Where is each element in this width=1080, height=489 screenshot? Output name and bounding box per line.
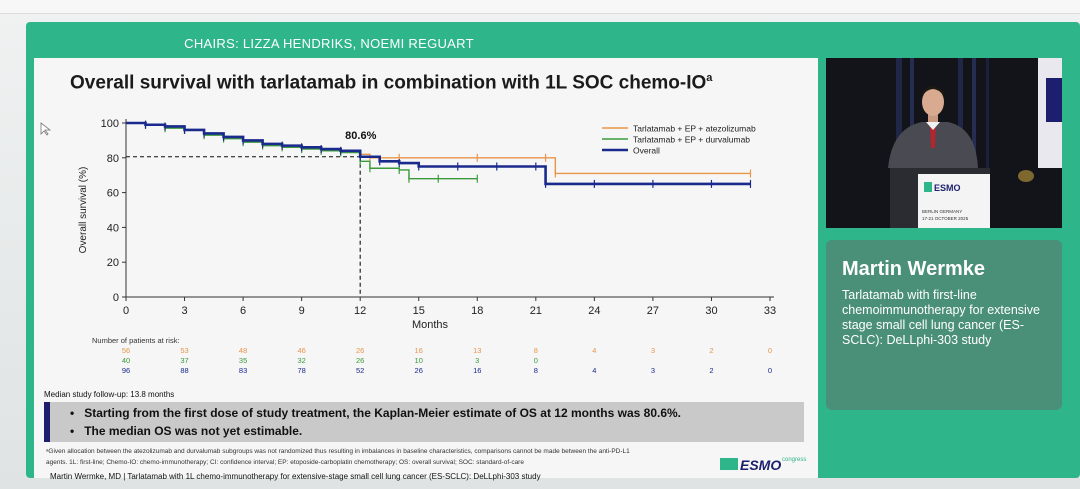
talk-title: Tarlatamab with first-line chemoimmunoth…	[842, 288, 1041, 347]
at-risk-row: 40 37 35 32 26 10 3 0	[34, 356, 818, 366]
podium-location: BERLIN GERMANY	[922, 209, 962, 214]
legend-label: Tarlatamab + EP + durvalumab	[633, 135, 750, 145]
at-risk-value: 48	[238, 346, 248, 355]
slide-title: Overall survival with tarlatamab in comb…	[70, 72, 712, 94]
y-tick-label: 40	[107, 222, 119, 234]
x-tick-label: 30	[705, 305, 717, 317]
y-tick-label: 100	[101, 118, 119, 130]
podium-dates: 17-21 OCTOBER 2025	[922, 216, 969, 221]
key-findings-box: • Starting from the first dose of study …	[44, 402, 804, 442]
at-risk-value: 96	[121, 366, 131, 375]
at-risk-value: 32	[297, 356, 306, 365]
slide-footer: Martin Wermke, MD | Tarlatamab with 1L c…	[50, 472, 541, 481]
at-risk-row: 56 53 48 46 26 16 13 8 4 3 2 0	[34, 346, 818, 356]
speaker-video-frame: ESMO BERLIN GERMANY 17-21 OCTOBER 2025	[826, 58, 1062, 228]
at-risk-value: 3	[475, 356, 480, 365]
esmo-congress-logo: ESMO congress	[720, 457, 806, 473]
legend-label: Overall	[633, 146, 660, 156]
at-risk-value: 3	[650, 346, 655, 355]
browser-tab-strip[interactable]	[0, 0, 1080, 14]
at-risk-value: 2	[709, 346, 714, 355]
at-risk-title: Number of patients at risk:	[92, 336, 180, 345]
at-risk-value: 53	[180, 346, 189, 355]
y-tick-label: 20	[107, 257, 119, 269]
x-tick-label: 6	[240, 305, 246, 317]
at-risk-value: 37	[180, 356, 189, 365]
at-risk-value: 26	[356, 356, 365, 365]
svg-text:ESMO: ESMO	[740, 457, 781, 473]
km-chart: 0 3 6 9 12 15 18 21 24 27 30 33 0 20 40 60 80 100 Months Ov…	[78, 118, 776, 331]
at-risk-value: 13	[473, 346, 482, 355]
podium-esmo-text: ESMO	[934, 183, 961, 193]
at-risk-value: 40	[121, 356, 131, 365]
legend-label: Tarlatamab + EP + atezolizumab	[633, 124, 756, 134]
slide-title-superscript: a	[706, 72, 713, 84]
x-tick-label: 12	[354, 305, 366, 317]
at-risk-value: 0	[767, 366, 773, 375]
footnote-line-2: agents. 1L: first-line; Chemo-IO: chemo-…	[46, 459, 524, 466]
key-finding-1: • Starting from the first dose of study …	[70, 406, 681, 420]
key-finding-1-text: Starting from the first dose of study tr…	[84, 406, 681, 420]
reference-label: 80.6%	[345, 130, 376, 142]
slide: Overall survival with tarlatamab in comb…	[34, 58, 818, 481]
speaker-name: Martin Wermke	[842, 258, 986, 280]
y-axis-label: Overall survival (%)	[78, 167, 89, 254]
speaker-info-card: Martin Wermke Tarlatamab with first-line…	[826, 240, 1062, 410]
at-risk-value: 35	[238, 356, 248, 365]
key-finding-2: • The median OS was not yet estimable.	[70, 424, 303, 438]
at-risk-value: 88	[180, 366, 189, 375]
at-risk-value: 83	[238, 366, 248, 375]
x-tick-label: 0	[123, 305, 129, 317]
at-risk-value: 8	[533, 346, 538, 355]
at-risk-row: 96 88 83 78 52 26 16 8 4 3 2 0	[34, 366, 818, 376]
at-risk-value: 16	[414, 346, 423, 355]
at-risk-value: 4	[592, 346, 597, 355]
at-risk-value: 0	[533, 356, 538, 365]
at-risk-value: 78	[297, 366, 306, 375]
y-tick-label: 0	[113, 292, 119, 304]
at-risk-value: 56	[121, 346, 131, 355]
svg-text:congress: congress	[782, 457, 806, 463]
x-tick-label: 33	[764, 305, 776, 317]
at-risk-value: 2	[709, 366, 714, 375]
at-risk-value: 10	[414, 356, 423, 365]
speaker-video: ESMO BERLIN GERMANY 17-21 OCTOBER 2025	[826, 58, 1062, 228]
at-risk-value: 0	[767, 346, 773, 355]
x-tick-label: 24	[588, 305, 600, 317]
x-tick-label: 15	[413, 305, 425, 317]
at-risk-value: 52	[356, 366, 365, 375]
at-risk-value: 46	[297, 346, 306, 355]
x-tick-label: 9	[299, 305, 305, 317]
slide-title-text: Overall survival with tarlatamab in comb…	[70, 72, 707, 94]
speaker-figure	[888, 86, 978, 168]
session-chairs: CHAIRS: LIZZA HENDRIKS, NOEMI REGUART	[184, 36, 474, 51]
x-tick-label: 27	[647, 305, 659, 317]
footnote-line-1: ᵃGiven allocation between the atezolizum…	[46, 448, 630, 455]
y-tick-label: 60	[107, 188, 119, 200]
median-followup: Median study follow-up: 13.8 months	[44, 390, 175, 399]
at-risk-value: 8	[533, 366, 538, 375]
footnote: ᵃGiven allocation between the atezolizum…	[46, 446, 746, 468]
y-tick-label: 80	[107, 153, 119, 165]
at-risk-value: 3	[650, 366, 655, 375]
x-tick-label: 3	[181, 305, 187, 317]
key-finding-2-text: The median OS was not yet estimable.	[84, 424, 303, 438]
mouse-cursor-icon	[40, 122, 52, 136]
at-risk-value: 26	[414, 366, 423, 375]
x-tick-label: 18	[471, 305, 483, 317]
x-axis-label: Months	[412, 319, 449, 331]
at-risk-value: 26	[356, 346, 365, 355]
podium: ESMO BERLIN GERMANY 17-21 OCTOBER 2025	[890, 168, 990, 228]
x-tick-label: 21	[530, 305, 542, 317]
at-risk-value: 16	[473, 366, 482, 375]
at-risk-value: 4	[592, 366, 597, 375]
